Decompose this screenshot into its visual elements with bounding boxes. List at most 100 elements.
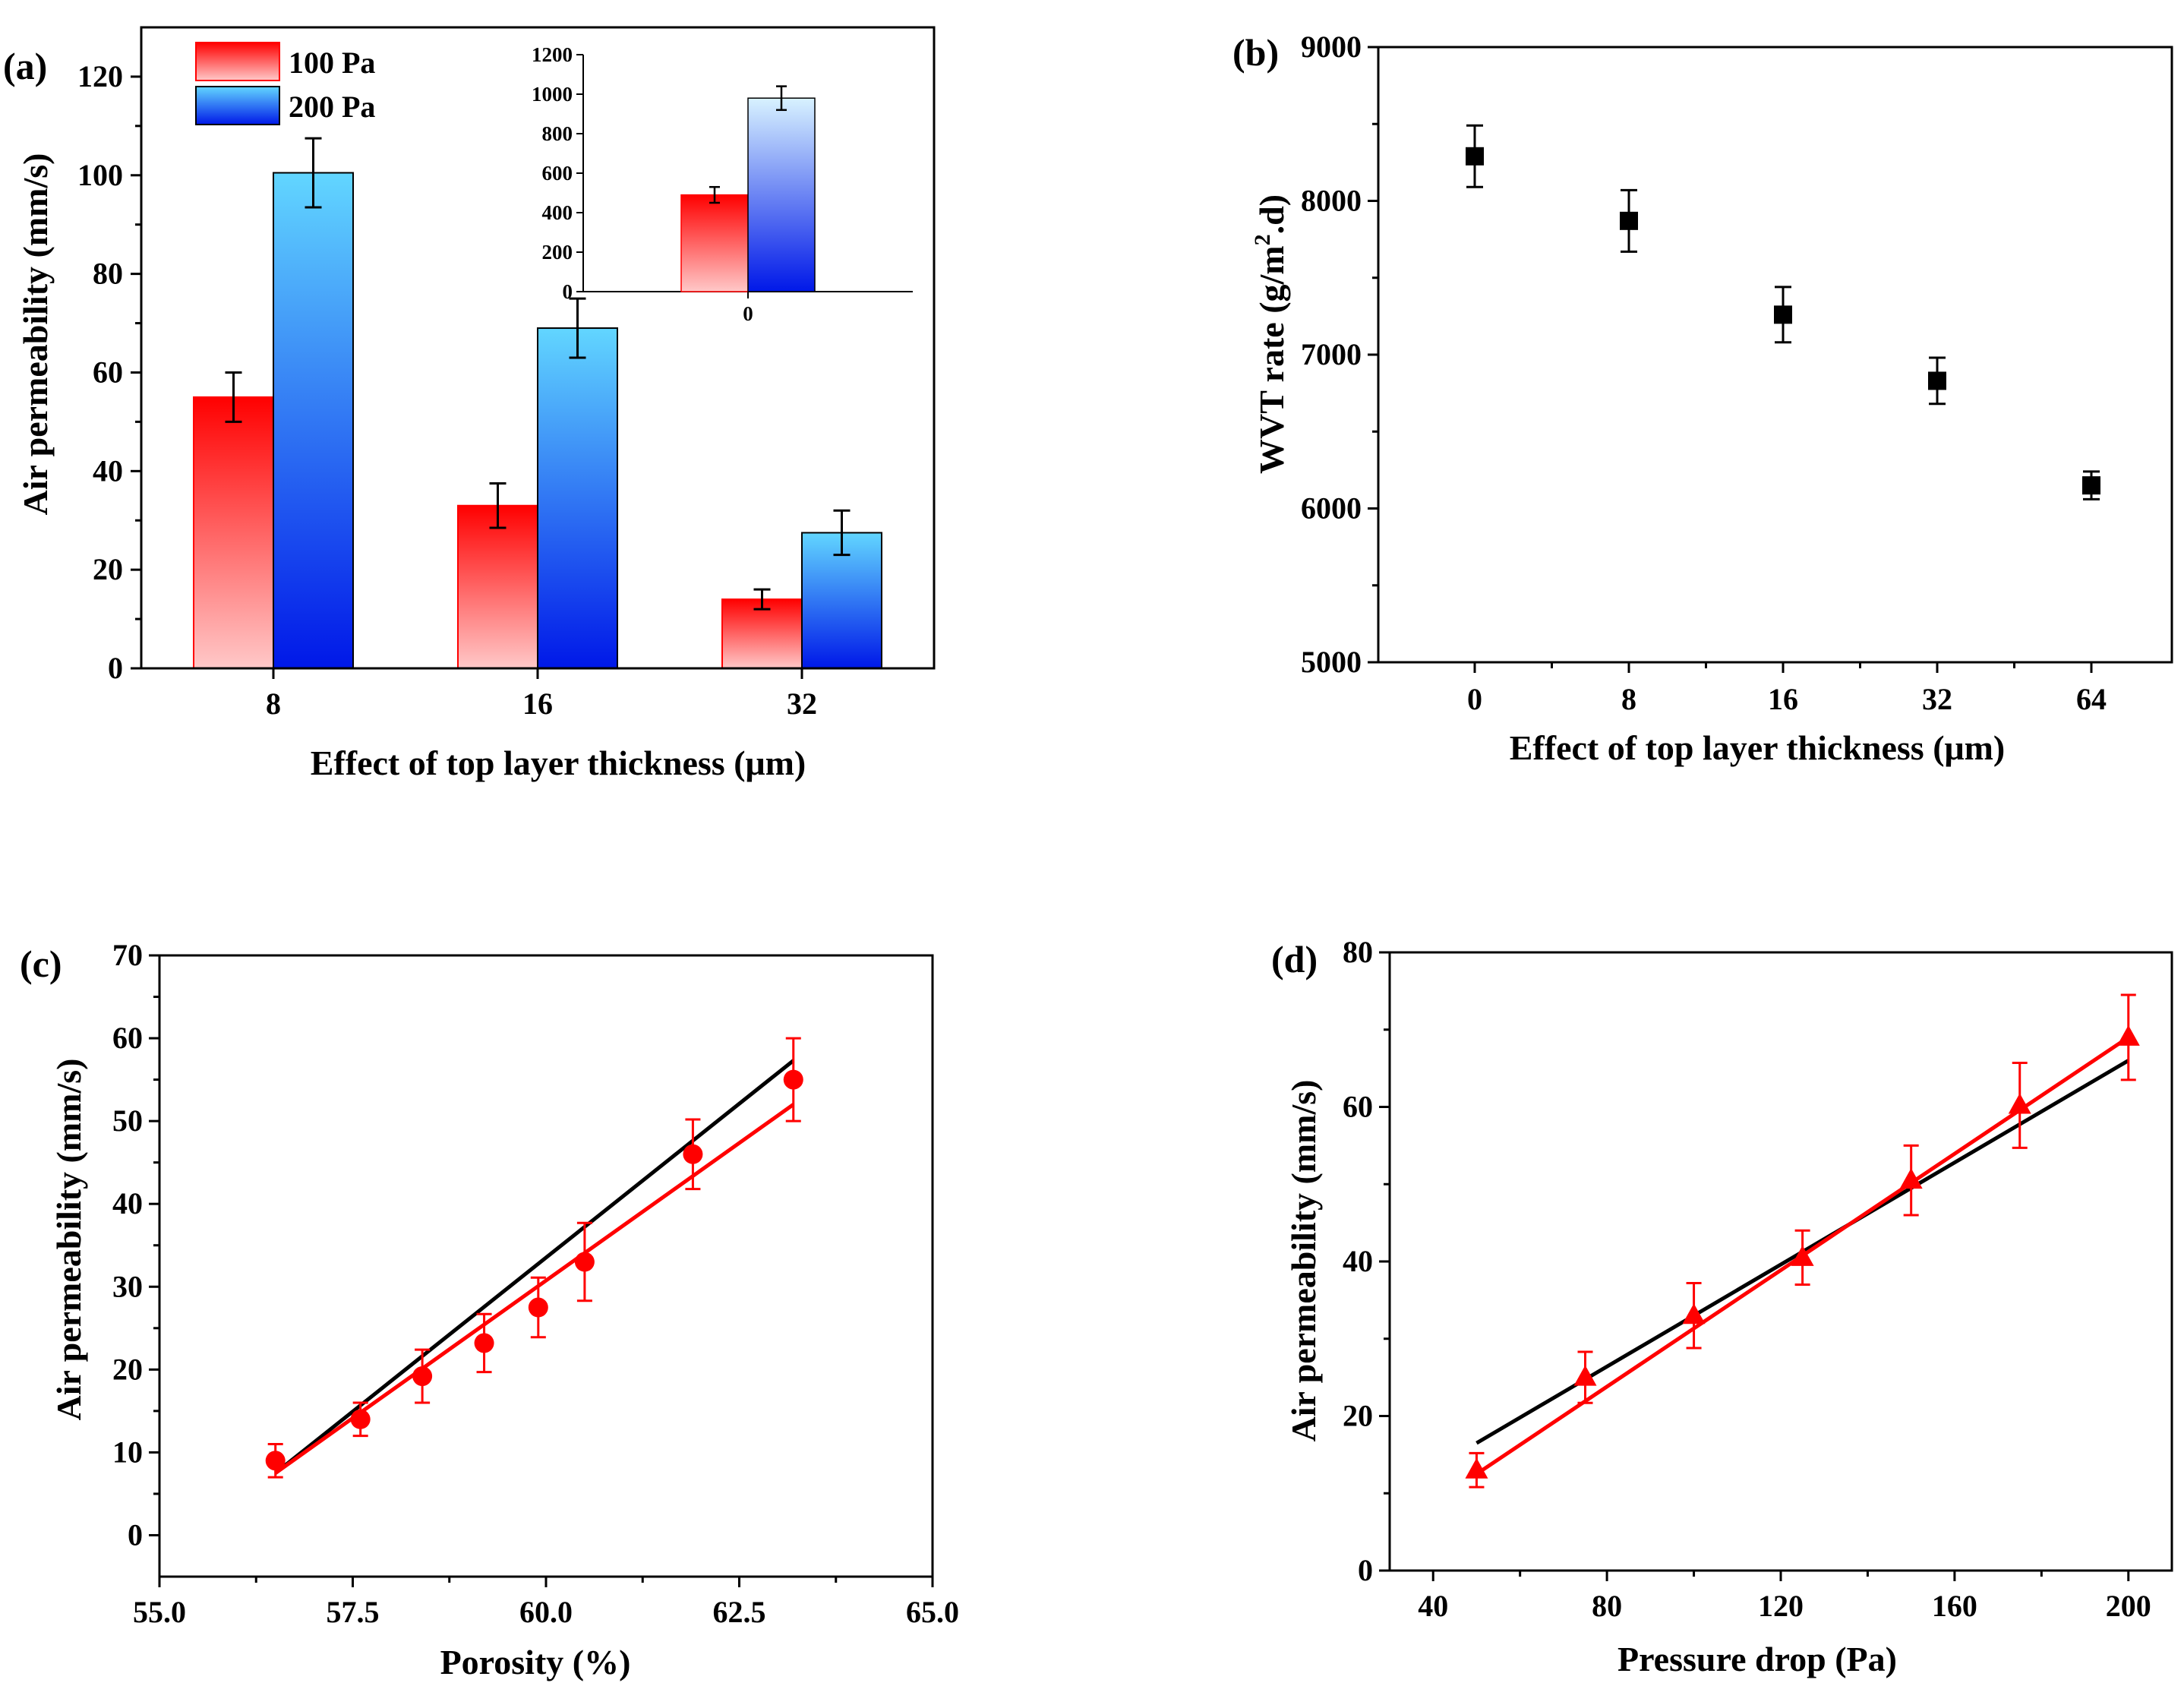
- panel-c-circle-marker: [265, 1451, 286, 1471]
- bar-200-pa: [537, 327, 618, 669]
- panel-b-x-tick-label: 0: [1467, 682, 1482, 716]
- panel-b-y-tick-label: 5000: [1301, 645, 1362, 679]
- panel-c-circle-marker: [350, 1409, 371, 1429]
- panel-c-y-axis-title: Air permeability (mm/s): [49, 1059, 88, 1421]
- panel-c-scatter-chart: (c) Porosity (%) Air permeability (mm/s)…: [20, 938, 959, 1681]
- panel-d-x-tick-label: 200: [2106, 1589, 2151, 1623]
- panel-c-circle-marker: [783, 1069, 803, 1090]
- panel-a-inset-chart: 0 200 400 600 800 1000 1200 0: [532, 43, 913, 325]
- panel-c-circle-marker: [474, 1333, 494, 1353]
- panel-b-square-marker: [1928, 371, 1946, 390]
- panel-d-triangle-marker: [2116, 1025, 2140, 1046]
- panel-b-plot-frame: [1377, 46, 2173, 664]
- panel-c-y-tick-label: 20: [112, 1352, 143, 1386]
- panel-d-x-axis-title: Pressure drop (Pa): [1617, 1640, 1897, 1678]
- panel-c-x-tick-label: 55.0: [133, 1595, 186, 1629]
- inset-y-tick-label: 200: [542, 241, 573, 264]
- panel-a-y-tick-label: 0: [108, 651, 123, 685]
- panel-a-y-tick-label: 60: [93, 355, 123, 389]
- legend-swatch-200-pa: [195, 86, 280, 125]
- inset-bar-100-pa: [680, 194, 749, 292]
- panel-c-y-tick-label: 70: [112, 938, 143, 972]
- panel-b-y-tick-label: 9000: [1301, 30, 1362, 64]
- panel-a-y-tick-label: 120: [77, 59, 123, 93]
- panel-c-plot-frame: [158, 954, 934, 1578]
- panel-b-x-tick-label: 16: [1768, 682, 1798, 716]
- panel-c-x-tick-label: 57.5: [327, 1595, 380, 1629]
- panel-a-y-tick-label: 80: [93, 257, 123, 291]
- inset-y-tick-label: 1000: [532, 83, 573, 106]
- panel-b-x-tick-label: 8: [1621, 682, 1636, 716]
- panel-d-scatter-chart: (d) Pressure drop (Pa) Air permeability …: [1271, 935, 2173, 1678]
- panel-c-x-tick-label: 65.0: [906, 1595, 959, 1629]
- inset-y-tick-label: 1200: [532, 43, 573, 66]
- panel-a-y-tick-label: 40: [93, 453, 123, 488]
- panel-d-triangle-marker: [1899, 1168, 1923, 1189]
- panel-d-x-tick-label: 80: [1592, 1589, 1622, 1623]
- panel-d-x-tick-label: 160: [1932, 1589, 1977, 1623]
- panel-d-x-tick-label: 40: [1418, 1589, 1448, 1623]
- panel-d-triangle-marker: [1573, 1365, 1597, 1386]
- panel-d-triangle-marker: [2008, 1093, 2031, 1114]
- panel-b-label: (b): [1232, 31, 1279, 74]
- bar-100-pa: [193, 396, 274, 670]
- panel-a-x-tick-label: 8: [266, 687, 281, 721]
- panel-b-y-tick-label: 8000: [1301, 184, 1362, 218]
- panel-c-x-tick-label: 62.5: [713, 1595, 766, 1629]
- panel-a-x-axis-title: Effect of top layer thickness (μm): [311, 744, 806, 782]
- panel-a-y-tick-label: 20: [93, 552, 123, 586]
- panel-a-y-tick-label: 100: [77, 158, 123, 192]
- panel-b-y-tick-label: 7000: [1301, 337, 1362, 371]
- panel-d-plot-frame: [1388, 951, 2173, 1572]
- panel-b-square-marker: [1774, 305, 1792, 324]
- panel-b-x-axis-title: Effect of top layer thickness (μm): [1510, 728, 2006, 767]
- panel-c-circle-marker: [528, 1297, 548, 1318]
- inset-y-tick-label: 800: [542, 122, 573, 145]
- panel-c-x-axis-title: Porosity (%): [440, 1643, 631, 1681]
- inset-bar-200-pa: [747, 97, 816, 292]
- panel-d-triangle-marker: [1791, 1245, 1814, 1266]
- panel-b-y-axis-title: WVT rate (g/m2.d): [1250, 194, 1291, 474]
- inset-x-tick-label: 0: [743, 302, 753, 325]
- panel-b-scatter-chart: (b) Effect of top layer thickness (μm) W…: [1232, 30, 2173, 767]
- panel-d-label: (d): [1271, 938, 1318, 980]
- panel-b-square-marker: [2082, 476, 2100, 495]
- panel-d-x-tick-label: 120: [1758, 1589, 1804, 1623]
- bar-200-pa: [273, 172, 354, 669]
- panel-a-label: (a): [3, 45, 47, 87]
- panel-d-triangle-marker: [1465, 1457, 1488, 1479]
- panel-d-y-axis-title: Air permeability (mm/s): [1284, 1080, 1323, 1442]
- panel-c-y-tick-label: 50: [112, 1103, 143, 1138]
- panel-b-square-marker: [1466, 147, 1484, 166]
- panel-b-y-tick-label: 6000: [1301, 491, 1362, 526]
- panel-d-y-tick-label: 40: [1343, 1244, 1373, 1278]
- panel-c-circle-marker: [574, 1252, 595, 1272]
- panel-c-black-fit-line: [274, 1059, 795, 1475]
- legend-label-100-pa: 100 Pa: [289, 46, 375, 80]
- panel-c-y-tick-label: 0: [128, 1517, 143, 1552]
- panel-c-circle-marker: [412, 1366, 433, 1387]
- inset-y-tick-label: 0: [563, 280, 573, 303]
- panel-c-y-tick-label: 60: [112, 1021, 143, 1055]
- panel-b-square-marker: [1620, 211, 1638, 230]
- panel-d-y-tick-label: 20: [1343, 1399, 1373, 1433]
- panel-b-x-tick-label: 32: [1922, 682, 1952, 716]
- panel-d-triangle-marker: [1682, 1303, 1706, 1324]
- panel-a-x-tick-label: 16: [522, 687, 553, 721]
- panel-d-y-tick-label: 60: [1343, 1090, 1373, 1124]
- inset-y-tick-label: 600: [542, 162, 573, 185]
- panel-c-y-tick-label: 10: [112, 1435, 143, 1469]
- panel-a-x-tick-label: 32: [787, 687, 817, 721]
- panel-b-x-tick-label: 64: [2076, 682, 2107, 716]
- panel-d-y-tick-label: 80: [1343, 935, 1373, 969]
- panel-c-circle-marker: [683, 1144, 703, 1164]
- panel-a-y-axis-title: Air permeability (mm/s): [16, 153, 55, 516]
- panel-c-y-tick-label: 40: [112, 1186, 143, 1220]
- panel-c-x-tick-label: 60.0: [519, 1595, 573, 1629]
- bar-100-pa: [721, 598, 803, 669]
- panel-c-label: (c): [20, 942, 62, 985]
- legend-label-200-pa: 200 Pa: [289, 90, 375, 124]
- panel-d-y-tick-label: 0: [1358, 1553, 1373, 1587]
- panel-c-y-tick-label: 30: [112, 1269, 143, 1303]
